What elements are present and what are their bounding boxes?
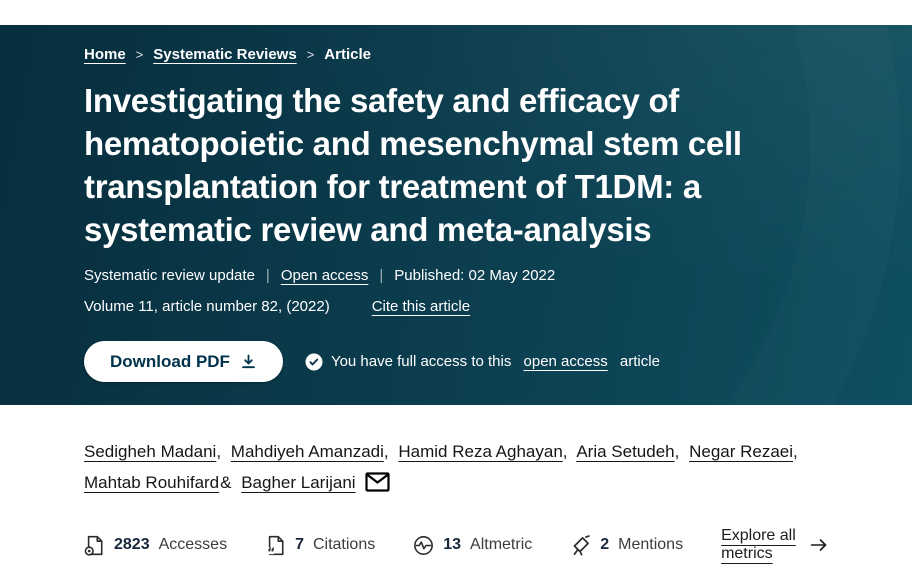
author-link[interactable]: Aria Setudeh	[576, 442, 675, 461]
author-separator: ,	[562, 442, 568, 461]
author-separator: ,	[216, 442, 222, 461]
author-link[interactable]: Negar Rezaei	[689, 442, 794, 461]
metric-value: 2823	[114, 536, 150, 553]
article-meta-row: Systematic review update | Open access |…	[84, 267, 837, 284]
author-separator: ,	[793, 442, 798, 461]
check-circle-icon	[305, 353, 323, 371]
download-pdf-button[interactable]: Download PDF	[84, 341, 283, 382]
download-icon	[240, 353, 257, 370]
metric-label: Accesses	[158, 536, 228, 553]
download-pdf-label: Download PDF	[110, 351, 230, 371]
author-separator: ,	[674, 442, 680, 461]
breadcrumb-current-page: Article	[324, 46, 371, 63]
cite-this-article-link[interactable]: Cite this article	[371, 298, 471, 315]
action-row: Download PDF You have full access to thi…	[84, 341, 837, 382]
breadcrumb-home-link[interactable]: Home	[84, 46, 126, 63]
arrow-right-icon	[810, 538, 828, 552]
metric-label: Mentions	[618, 536, 684, 553]
author-separator: ,	[383, 442, 389, 461]
metric-value: 13	[443, 536, 462, 553]
metric-mentions: 2 Mentions	[570, 534, 684, 556]
article-hero-banner: Home > Systematic Reviews > Article Inve…	[0, 25, 912, 405]
metric-value: 7	[295, 536, 304, 553]
author-link[interactable]: Bagher Larijani	[241, 473, 356, 492]
metric-label: Altmetric	[470, 536, 533, 553]
access-note-suffix: article	[615, 353, 660, 370]
metric-altmetric: 13 Altmetric	[413, 535, 532, 556]
access-note-prefix: You have full access to this	[330, 353, 516, 370]
volume-info: Volume 11, article number 82, (2022)	[84, 298, 330, 315]
metrics-bar: 2823 Accesses “ 7 Citations	[84, 527, 828, 563]
svg-text:“: “	[267, 544, 275, 556]
author-link[interactable]: Sedigheh Madani	[84, 442, 217, 461]
meta-separator: |	[379, 267, 384, 284]
breadcrumb-separator: >	[135, 47, 144, 62]
accesses-icon	[84, 535, 105, 556]
volume-row: Volume 11, article number 82, (2022) Cit…	[84, 298, 837, 315]
citations-icon: “	[265, 535, 286, 556]
metric-value: 2	[600, 536, 610, 553]
full-access-note: You have full access to this open access…	[305, 353, 660, 371]
metric-citations: “ 7 Citations	[265, 535, 375, 556]
altmetric-icon	[413, 535, 434, 556]
author-link[interactable]: Hamid Reza Aghayan	[398, 442, 563, 461]
breadcrumb: Home > Systematic Reviews > Article	[84, 46, 837, 63]
article-info-section: Sedigheh Madani, Mahdiyeh Amanzadi, Hami…	[0, 405, 912, 563]
access-note-open-access-link[interactable]: open access	[523, 353, 608, 370]
author-link[interactable]: Mahtab Rouhifard	[84, 473, 220, 492]
breadcrumb-separator: >	[306, 47, 315, 62]
metric-label: Citations	[312, 536, 376, 553]
author-link[interactable]: Mahdiyeh Amanzadi	[230, 442, 384, 461]
explore-all-metrics-label: Explore all metrics	[721, 527, 796, 562]
author-ampersand: &	[220, 473, 232, 492]
open-access-link[interactable]: Open access	[280, 267, 369, 284]
published-date: Published: 02 May 2022	[394, 267, 556, 284]
metric-accesses: 2823 Accesses	[84, 535, 227, 556]
email-corresponding-author-icon[interactable]	[364, 472, 390, 492]
article-type-label: Systematic review update	[84, 267, 255, 284]
author-list: Sedigheh Madani, Mahdiyeh Amanzadi, Hami…	[84, 436, 828, 498]
article-title: Investigating the safety and efficacy of…	[84, 82, 742, 248]
explore-all-metrics-link[interactable]: Explore all metrics	[721, 527, 828, 563]
top-white-strip	[0, 0, 912, 25]
meta-separator: |	[265, 267, 270, 284]
mentions-icon	[570, 534, 591, 556]
breadcrumb-journal-link[interactable]: Systematic Reviews	[153, 46, 297, 63]
